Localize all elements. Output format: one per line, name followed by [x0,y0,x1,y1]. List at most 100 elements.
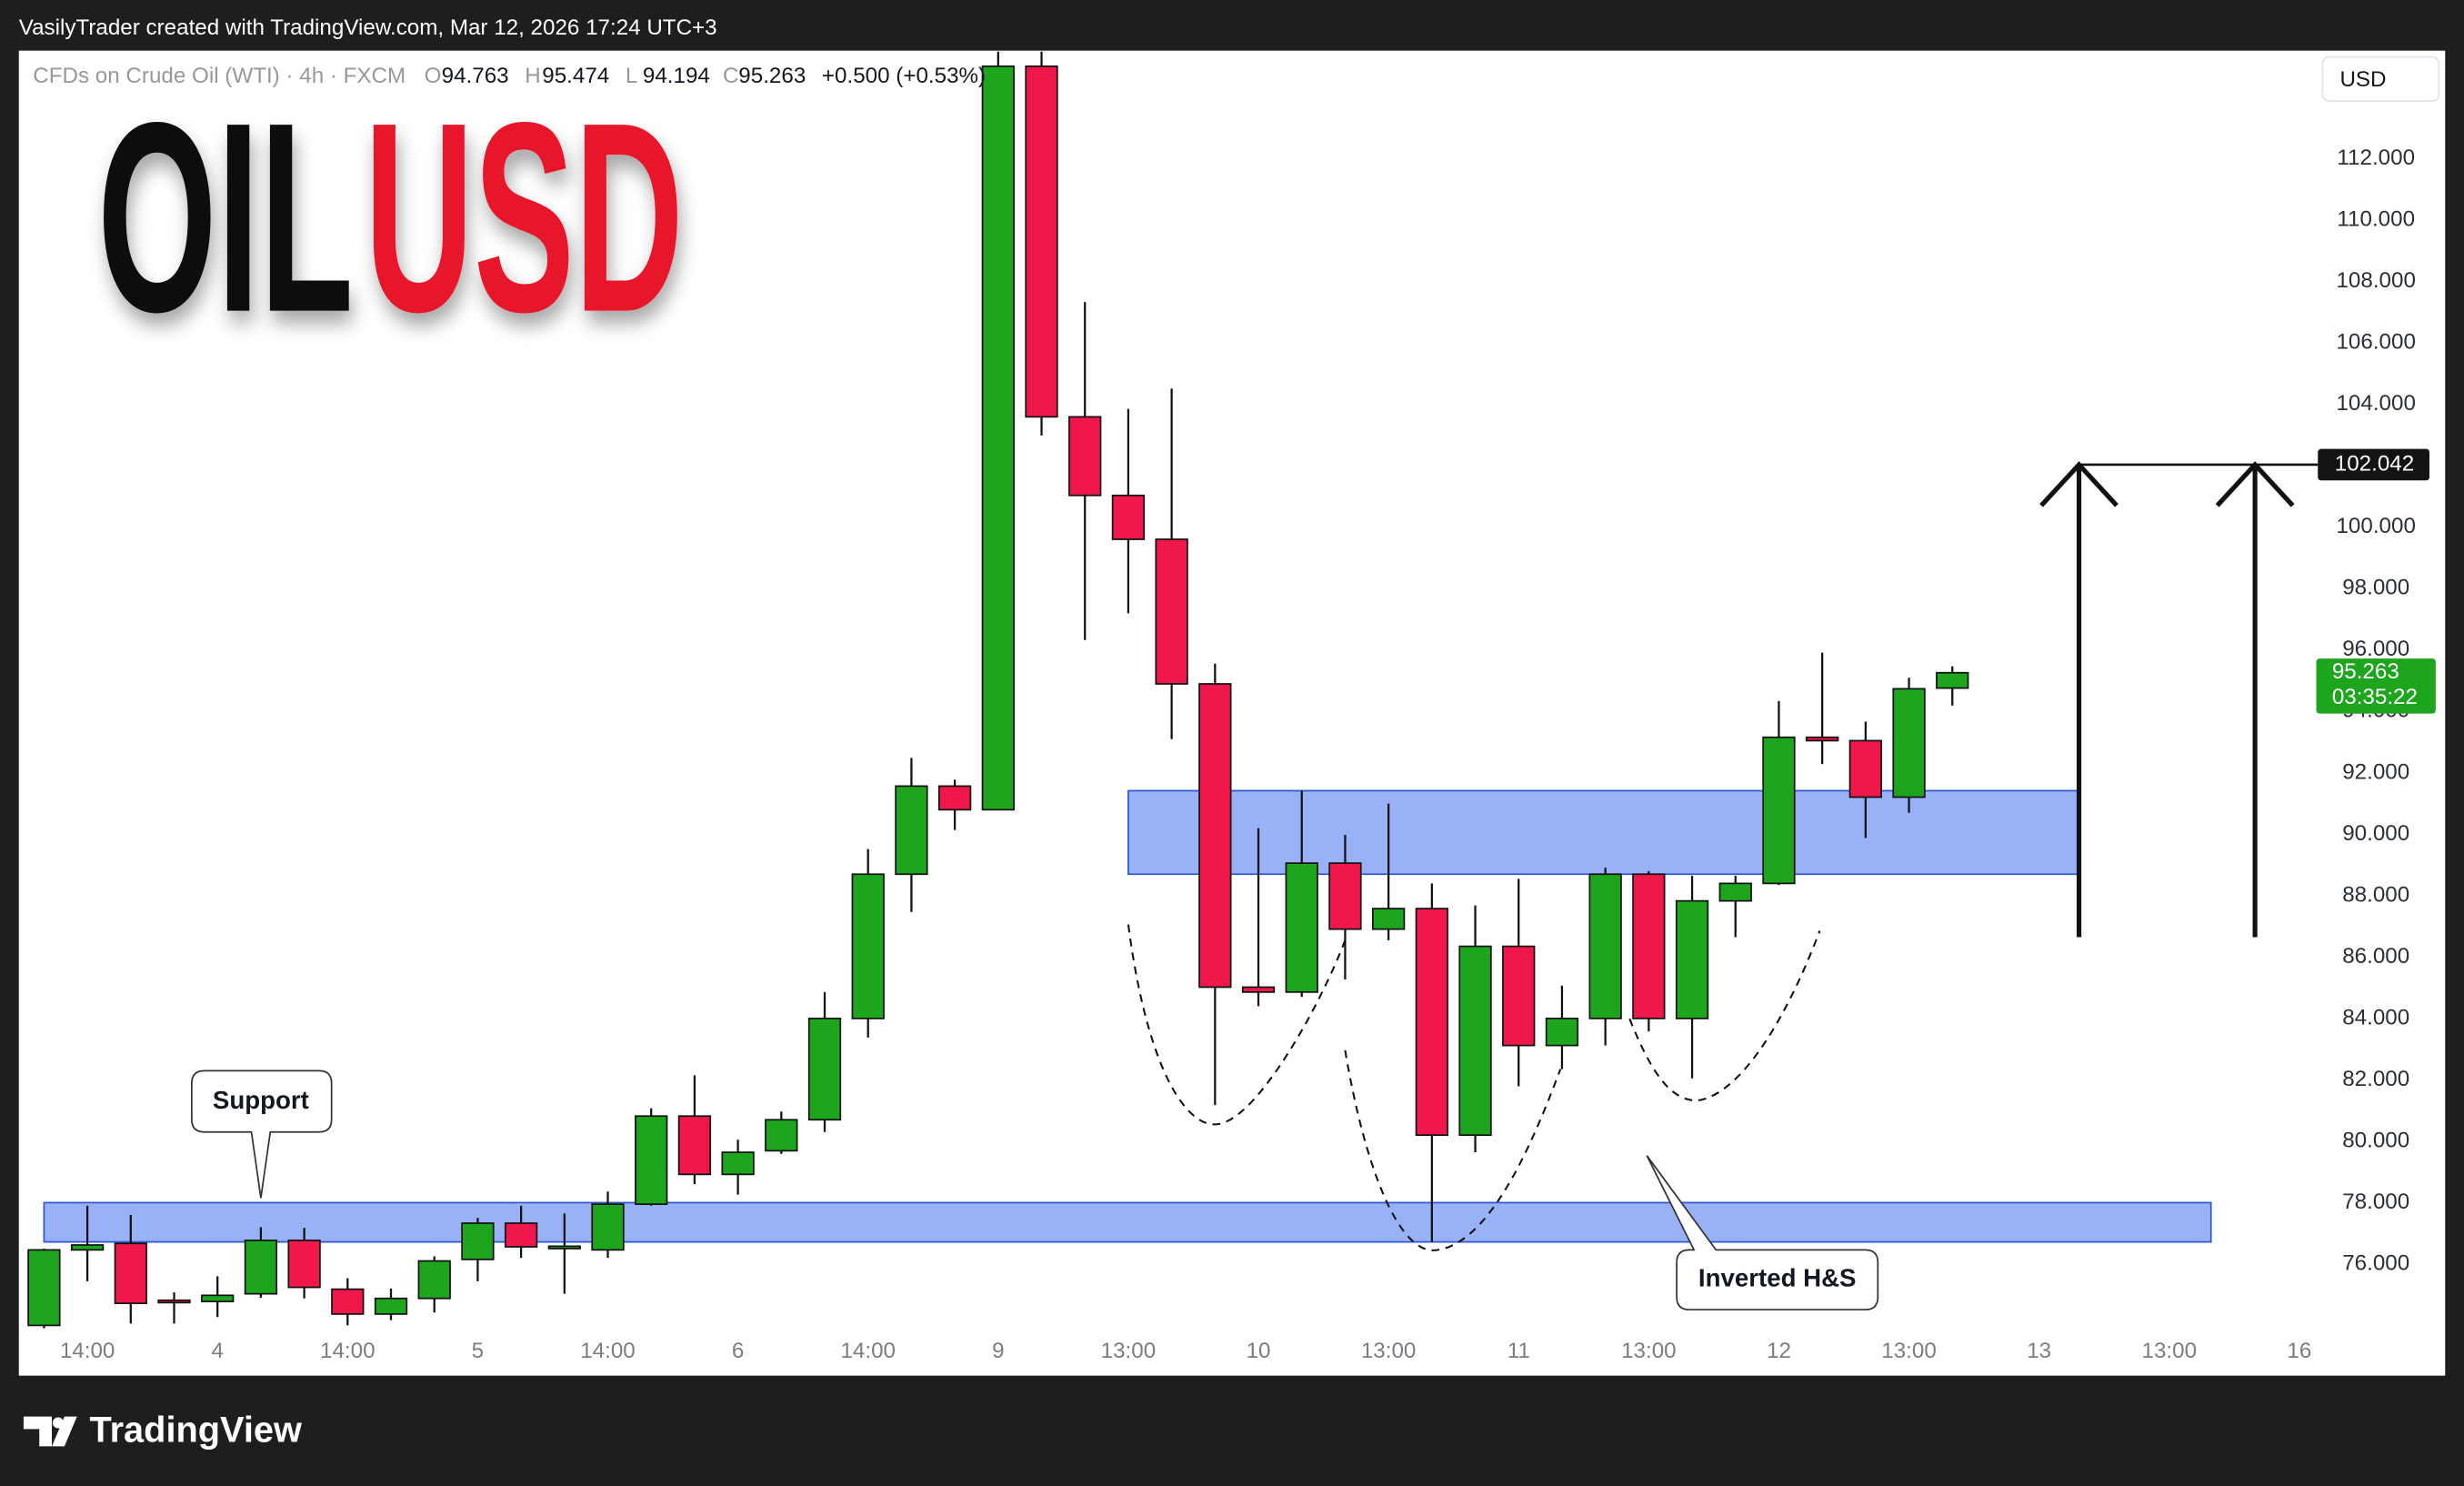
candle-body [1806,736,1839,742]
brand: TradingView [90,1410,302,1450]
candle-body [1068,416,1102,497]
candle-body [201,1294,235,1302]
candle-body [157,1299,191,1304]
arrow-head [2039,461,2118,507]
pattern-curve [1127,924,1347,1126]
arrow-head [2215,461,2295,507]
title-part: USD [365,66,684,368]
candle-body [417,1260,451,1300]
candle-body [591,1203,625,1251]
candle-body [937,785,972,811]
candle-body [851,873,885,1019]
candle-body [1415,908,1448,1137]
plot-area [27,51,2212,1329]
x-tick-label: 13:00 [1881,1339,1937,1363]
y-tick-label: 110.000 [2337,207,2415,232]
candle-body [1718,882,1752,902]
ohlc-value: 94.194 [643,64,710,88]
target-tag [2318,448,2429,481]
ohlc-value: 95.474 [542,64,609,88]
candle-body [895,785,928,876]
candle-body [244,1240,278,1295]
x-tick-label: 9 [992,1339,1004,1363]
x-tick-label: 14:00 [580,1339,636,1363]
ohlc-label: H [525,64,540,88]
x-tick-label: 12 [1767,1339,1791,1363]
candle-body [1502,945,1536,1047]
candle-body [1936,671,1969,689]
annotation: Support [213,1086,309,1114]
candle-body [27,1249,61,1327]
chart-panel [18,50,2446,1376]
ohlc-value: 95.263 [738,64,806,88]
ohlc-label: C [723,64,738,88]
pattern-curve [1628,930,1821,1102]
countdown: 03:35:22 [2332,685,2418,709]
title-part: OIL [97,66,354,368]
y-tick-label: 90.000 [2342,821,2409,846]
y-tick-label: 76.000 [2342,1250,2409,1275]
x-tick-label: 6 [732,1339,744,1363]
footer-logo: TradingView [23,1410,302,1450]
ohlc-label: L [626,64,637,88]
y-tick-label: 112.000 [2337,146,2415,170]
x-tick-label: 5 [472,1339,484,1363]
y-tick-label: 98.000 [2342,576,2409,600]
symbol-line: CFDs on Crude Oil (WTI) · 4h · FXCM O 94… [33,61,986,89]
candle-body [981,65,1015,811]
y-tick-label: 92.000 [2342,759,2409,784]
candle-body [547,1245,581,1250]
candle-body [1762,736,1796,885]
candle-body [721,1151,755,1176]
zone [43,1201,2212,1243]
attribution: VasilyTrader created with TradingView.co… [19,15,717,40]
y-tick-label: 104.000 [2336,391,2415,416]
x-tick-label: 14:00 [320,1339,376,1363]
pattern-curve [1344,1049,1562,1251]
x-tick-label: 14:00 [60,1339,115,1363]
candle-body [374,1297,408,1315]
zone [1127,789,2080,876]
candle-body [1285,862,1318,993]
x-tick-label: 10 [1247,1339,1271,1363]
x-tick-label: 14:00 [840,1339,896,1363]
currency[interactable]: USD [2339,67,2386,92]
x-tick-label: 13:00 [1621,1339,1677,1363]
candle-body [1155,538,1188,685]
x-tick-label: 13:00 [1361,1339,1417,1363]
candle-body [1328,862,1362,930]
symbol: CFDs on Crude Oil (WTI) · 4h · FXCM [33,64,406,88]
last-price: 95.263 [2332,659,2399,684]
x-tick-label: 11 [1507,1339,1530,1363]
overlay-title: OIL USD [97,66,684,368]
logo-icon [52,1416,77,1447]
candle-body [1892,688,1926,798]
candle-body [1025,65,1058,418]
candle-body [504,1222,538,1248]
logo-icon [23,1416,53,1447]
candle-body [1458,945,1492,1137]
y-tick-label: 106.000 [2336,330,2415,355]
candle-body [1371,908,1406,930]
y-tick-label: 96.000 [2342,637,2409,661]
x-tick-label: 13:00 [1101,1339,1157,1363]
x-tick-label: 16 [2287,1339,2311,1363]
candle-body [1241,986,1276,993]
candle-body [1545,1018,1579,1047]
candle-body [1198,683,1232,989]
candle-body [1111,494,1146,540]
annotation: Inverted H&S [1698,1264,1857,1292]
price-tag [2316,658,2436,714]
currency-button[interactable] [2321,55,2440,102]
candle-body [114,1242,147,1304]
x-tick-label: 4 [211,1339,223,1363]
y-tick-label: 108.000 [2336,268,2415,293]
change: +0.500 (+0.53%) [822,64,986,88]
candle-body [677,1115,712,1176]
candle-body [1848,739,1883,798]
y-tick-label: 78.000 [2342,1190,2409,1214]
target-label: 102.042 [2335,451,2414,476]
candle-body [461,1222,495,1260]
